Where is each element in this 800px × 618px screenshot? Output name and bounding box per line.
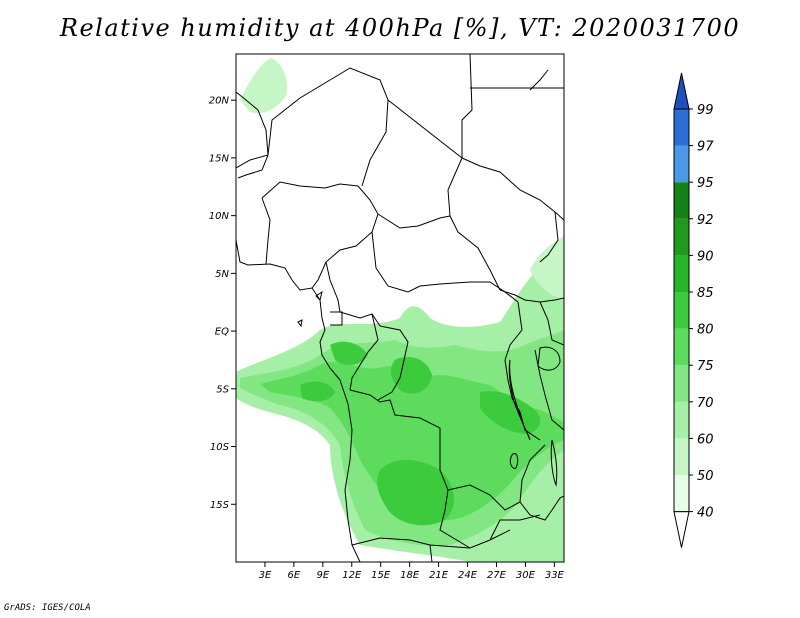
colorbar-label: 99: [697, 103, 714, 118]
lat-tick-label: 10N: [209, 211, 230, 222]
colorbar-label: 90: [697, 249, 714, 264]
colorbar-label: 70: [697, 396, 714, 411]
colorbar-segment: [674, 438, 689, 475]
map-axes: 20N 15N 10N 5N EQ 5S 10S 15S 3E 6E 9E 12E 15E 18E 21E 2…: [209, 96, 565, 581]
colorbar-label: 95: [697, 176, 714, 191]
lon-tick-label: 9E: [316, 570, 329, 581]
humidity-area-dark-east: [480, 391, 541, 434]
colorbar-segment: [674, 401, 689, 439]
lat-tick-label: 15N: [209, 153, 230, 164]
lon-tick-label: 6E: [288, 570, 301, 581]
credit-text: GrADS: IGES/COLA: [4, 603, 91, 613]
map-frame: [235, 53, 565, 563]
colorbar-label: 60: [697, 432, 714, 447]
country-borders: [236, 54, 564, 562]
colorbar-frame: [673, 108, 690, 513]
lon-tick-label: 24E: [458, 570, 478, 581]
humidity-area-dark-west: [300, 381, 335, 402]
humidity-shading: [236, 58, 564, 562]
colorbar-label: 85: [697, 286, 714, 301]
humidity-area-dark-south: [377, 459, 455, 526]
lat-tick-label: 5N: [215, 269, 229, 280]
lat-tick-label: 15S: [210, 500, 230, 511]
lat-tick-label: EQ: [215, 327, 229, 338]
map-title: Relative humidity at 400hPa [%], VT: 202…: [59, 14, 741, 42]
lon-tick-label: 12E: [342, 570, 362, 581]
humidity-area-dark-center: [390, 356, 432, 394]
colorbar-label: 50: [697, 469, 714, 484]
colorbar: 40 50 60 70 75 80 85 90 92 95 97 99: [673, 72, 714, 548]
humidity-area-light-ne: [530, 236, 564, 300]
colorbar-segment: [674, 365, 689, 402]
colorbar-segment: [674, 328, 689, 366]
colorbar-segment: [674, 182, 689, 219]
colorbar-segment: [674, 475, 689, 512]
lon-tick-label: 3E: [259, 570, 272, 581]
colorbar-segment: [674, 145, 689, 183]
lat-tick-label: 5S: [216, 384, 229, 395]
lon-tick-label: 33E: [545, 570, 565, 581]
lon-tick-label: 18E: [400, 570, 420, 581]
lat-tick-label: 20N: [209, 96, 230, 107]
colorbar-label: 92: [697, 213, 714, 228]
colorbar-segment: [673, 511, 690, 548]
lat-tick-label: 10S: [210, 442, 230, 453]
colorbar-label: 80: [697, 323, 714, 338]
colorbar-segment: [674, 292, 689, 329]
humidity-area-dark-gabon: [330, 341, 368, 365]
colorbar-label: 40: [697, 506, 714, 521]
colorbar-label: 97: [697, 140, 714, 155]
colorbar-label: 75: [697, 359, 714, 374]
lon-tick-label: 30E: [516, 570, 536, 581]
humidity-area-light-north: [240, 58, 288, 114]
colorbar-segment: [673, 72, 690, 110]
lon-tick-label: 27E: [487, 570, 507, 581]
lon-tick-label: 21E: [429, 570, 449, 581]
colorbar-segment: [674, 109, 689, 146]
lon-tick-label: 15E: [371, 570, 391, 581]
colorbar-segment: [674, 255, 689, 292]
colorbar-segment: [674, 218, 689, 256]
